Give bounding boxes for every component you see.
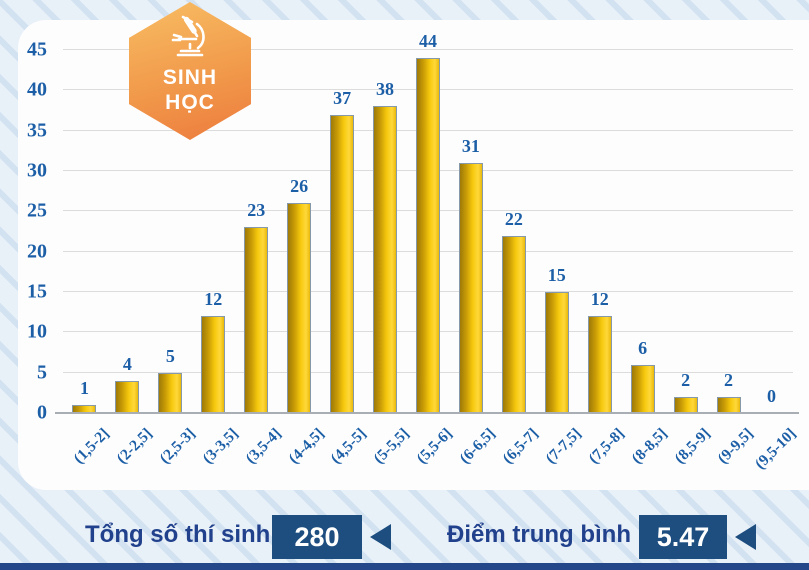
bar: [287, 203, 312, 413]
bar-column: 44 (5,5-6]: [407, 31, 456, 467]
bar-value-label: 26: [290, 176, 309, 197]
bar-value-label: 5: [165, 345, 175, 366]
bar-value-label: 0: [766, 386, 776, 406]
average-arrow-icon[interactable]: [735, 524, 756, 550]
bar-value-label: 22: [504, 208, 523, 229]
y-tick-label: 30: [27, 159, 47, 182]
bar-value-label: 23: [247, 200, 266, 221]
bar-column: 26 (4-4,5]: [278, 50, 327, 467]
bar-value-label: 38: [376, 79, 395, 100]
x-tick-label: (9,5-10]: [751, 425, 800, 473]
bar-value-label: 12: [204, 289, 223, 310]
microscope-icon: [171, 15, 205, 57]
bar-column: 2 (8,5-9]: [664, 50, 713, 467]
y-tick-label: 25: [27, 199, 47, 222]
bar-column: 0 (9,5-10]: [750, 50, 800, 473]
histogram-plot: 0 5 10 15 20 25 30 35 40 45 1 (1,5-2] 4 (2-2,5] 5 (2,5…: [27, 31, 800, 473]
bar-column: 12 (3-3,5]: [192, 50, 241, 467]
bar: [244, 227, 269, 413]
y-tick-label: 20: [27, 240, 47, 263]
average-score-value: 5.47: [639, 515, 727, 559]
bar-column: 31 (6-6,5]: [449, 50, 499, 467]
bar: [115, 380, 140, 413]
bar: [544, 292, 569, 413]
chart-panel: 0 5 10 15 20 25 30 35 40 45 1 (1,5-2] 4 (2-2,5] 5 (2,5…: [18, 20, 809, 490]
bottom-accent-strip: [0, 563, 809, 570]
bar-value-label: 31: [461, 135, 480, 156]
y-tick-label: 5: [37, 361, 47, 384]
gridline: [63, 49, 793, 50]
bar-column: 22 (6,5-7]: [492, 50, 542, 468]
badge-title: SINH HỌC: [163, 65, 217, 115]
bar-columns: 1 (1,5-2] 4 (2-2,5] 5 (2,5-3] 12 (3-3,5] 23 (3,5-…: [63, 31, 800, 473]
total-candidates-value: 280: [272, 515, 362, 559]
x-tick-label: (3,5-4]: [242, 425, 285, 468]
x-tick-label: (2,5-3]: [156, 425, 199, 468]
y-tick-label: 15: [27, 280, 47, 303]
x-tick-label: (7-7,5]: [542, 425, 585, 468]
badge-title-line1: SINH: [162, 66, 218, 89]
bar: [373, 106, 398, 413]
bar-value-label: 2: [681, 369, 691, 390]
bar: [72, 404, 97, 413]
bar-column: 15 (7-7,5]: [535, 50, 585, 467]
bar: [716, 396, 741, 413]
y-tick-label: 35: [27, 119, 47, 142]
x-tick-label: (6-6,5]: [456, 425, 499, 468]
bar-value-label: 12: [590, 289, 609, 310]
bar: [330, 114, 355, 413]
bar: [158, 372, 183, 413]
bar-value-label: 6: [638, 337, 648, 358]
x-axis-baseline: [55, 412, 799, 414]
x-tick-label: (9-9,5]: [714, 425, 757, 468]
bar-column: 6 (8-8,5]: [621, 50, 671, 468]
y-tick-label: 45: [27, 38, 47, 61]
bar: [501, 235, 526, 413]
bar: [415, 58, 440, 413]
bar: [587, 316, 612, 413]
bar-column: 23 (3,5-4]: [235, 50, 284, 467]
bar-column: 38 (5-5,5]: [364, 50, 413, 467]
bar-value-label: 15: [547, 265, 566, 285]
total-candidates-label: Tổng số thí sinh: [85, 521, 271, 548]
x-tick-label: (8-8,5]: [628, 425, 671, 468]
x-tick-label: (4-4,5]: [285, 425, 328, 468]
bar-value-label: 2: [724, 369, 734, 390]
bar-value-label: 4: [122, 353, 132, 374]
x-tick-label: (5-5,5]: [370, 425, 414, 468]
x-tick-label: (1,5-2]: [70, 425, 113, 468]
total-arrow-icon[interactable]: [370, 524, 391, 550]
bar-column: 4 (2-2,5]: [106, 50, 155, 467]
y-tick-label: 0: [37, 401, 47, 424]
bar-value-label: 37: [333, 87, 352, 108]
bar-column: 12 (7,5-8]: [578, 50, 628, 467]
bar-column: 37 (4,5-5]: [321, 50, 370, 468]
bar-column: 2 (9-9,5]: [707, 50, 756, 467]
bar-column: 5 (2,5-3]: [149, 50, 198, 467]
x-tick-label: (8,5-9]: [671, 425, 714, 468]
bar: [673, 396, 698, 413]
bar: [201, 316, 226, 413]
y-tick-label: 40: [27, 78, 47, 101]
x-tick-label: (3-3,5]: [199, 425, 242, 468]
bar-value-label: 1: [79, 377, 89, 398]
bar-column: 1 (1,5-2]: [63, 50, 112, 467]
average-score-label: Điểm trung bình: [447, 521, 631, 548]
x-tick-label: (5,5-6]: [413, 425, 456, 468]
bar-value-label: 44: [418, 31, 437, 52]
bar: [630, 364, 655, 413]
x-tick-label: (2-2,5]: [113, 425, 156, 468]
badge-title-line2: HỌC: [165, 91, 215, 114]
x-tick-label: (4,5-5]: [327, 425, 371, 468]
bar: [458, 162, 483, 413]
x-tick-label: (6,5-7]: [499, 425, 542, 468]
y-tick-label: 10: [27, 320, 47, 343]
x-tick-label: (7,5-8]: [585, 425, 628, 468]
